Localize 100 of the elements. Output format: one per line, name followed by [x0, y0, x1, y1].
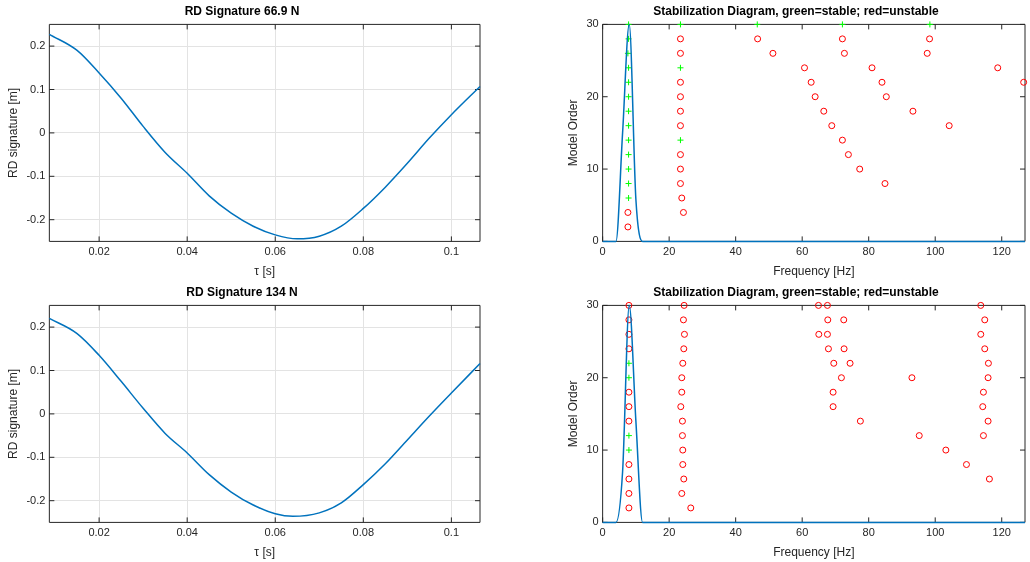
x-tick-label: 0.06	[264, 245, 286, 258]
point	[811, 93, 819, 101]
point	[679, 461, 687, 469]
point	[909, 107, 917, 115]
x-tick-label: 0.04	[176, 245, 198, 258]
point	[840, 316, 848, 324]
point	[882, 93, 890, 101]
point	[979, 388, 987, 396]
point	[837, 374, 845, 382]
point	[807, 78, 815, 86]
y-tick-label: 0.2	[30, 320, 46, 333]
chart-title: Stabilization Diagram, green=stable; red=unstable	[653, 3, 940, 18]
point	[753, 20, 761, 28]
x-tick-label: 0.08	[352, 245, 375, 258]
point	[981, 345, 989, 353]
point	[625, 432, 633, 440]
point	[676, 180, 684, 188]
point	[678, 194, 686, 202]
x-axis-title: τ [s]	[254, 545, 276, 560]
point	[856, 417, 864, 425]
point	[994, 64, 1002, 72]
point	[679, 446, 687, 454]
point	[908, 374, 916, 382]
point	[625, 151, 633, 159]
x-axis-title: Frequency [Hz]	[773, 264, 855, 279]
point	[676, 49, 684, 57]
y-tick-label: 0.2	[30, 39, 46, 52]
point	[676, 136, 684, 144]
point	[962, 461, 970, 469]
y-tick-label: 0	[592, 234, 599, 247]
point	[814, 301, 822, 309]
y-tick-label: -0.2	[26, 493, 46, 506]
point	[676, 20, 684, 28]
point	[856, 165, 864, 173]
x-tick-label: 20	[663, 526, 676, 539]
point	[625, 301, 633, 309]
chart-title: RD Signature 134 N	[186, 284, 298, 299]
point	[676, 78, 684, 86]
point	[820, 107, 828, 115]
x-tick-label: 40	[729, 245, 742, 258]
point	[815, 330, 823, 338]
point	[754, 35, 762, 43]
point	[1020, 78, 1028, 86]
point	[625, 388, 633, 396]
y-tick-label: -0.1	[26, 169, 46, 182]
point	[676, 35, 684, 43]
line-series	[48, 317, 481, 518]
point	[677, 403, 685, 411]
point	[676, 107, 684, 115]
y-tick-label: -0.1	[26, 450, 46, 463]
x-tick-label: 0.04	[176, 526, 198, 539]
point	[624, 208, 632, 216]
point	[625, 93, 633, 101]
point	[625, 417, 633, 425]
y-tick-label: 10	[586, 443, 599, 456]
point	[979, 432, 987, 440]
y-axis-title: Model Order	[565, 380, 580, 448]
point	[624, 223, 632, 231]
point	[625, 446, 633, 454]
x-tick-label: 120	[992, 526, 1011, 539]
y-tick-label: 0	[39, 125, 46, 138]
point	[981, 316, 989, 324]
x-tick-label: 60	[796, 526, 809, 539]
point	[878, 78, 886, 86]
point	[625, 489, 633, 497]
point	[984, 417, 992, 425]
point	[868, 64, 876, 72]
point	[678, 388, 686, 396]
x-tick-label: 80	[862, 245, 875, 258]
point	[846, 359, 854, 367]
point	[625, 180, 633, 188]
point	[829, 403, 837, 411]
point	[840, 345, 848, 353]
point	[679, 208, 687, 216]
point	[680, 345, 688, 353]
y-axis-title: Model Order	[565, 99, 580, 167]
point	[945, 122, 953, 130]
x-tick-label: 0.1	[443, 526, 460, 539]
x-tick-label: 0.1	[443, 245, 460, 258]
x-tick-label: 0.06	[264, 526, 286, 539]
x-tick-label: 120	[992, 245, 1011, 258]
x-tick-label: 0.02	[88, 245, 110, 258]
point	[769, 49, 777, 57]
point	[824, 345, 832, 353]
point	[676, 93, 684, 101]
x-tick-label: 60	[796, 245, 809, 258]
x-tick-label: 40	[729, 526, 742, 539]
point	[923, 49, 931, 57]
point	[823, 301, 831, 309]
point	[915, 432, 923, 440]
x-tick-label: 0.08	[352, 526, 375, 539]
point	[676, 151, 684, 159]
line-series	[48, 33, 481, 240]
line-series	[601, 23, 1026, 243]
point	[926, 20, 934, 28]
point	[625, 316, 633, 324]
point	[625, 35, 633, 43]
point	[687, 504, 695, 512]
point	[838, 20, 846, 28]
point	[979, 403, 987, 411]
